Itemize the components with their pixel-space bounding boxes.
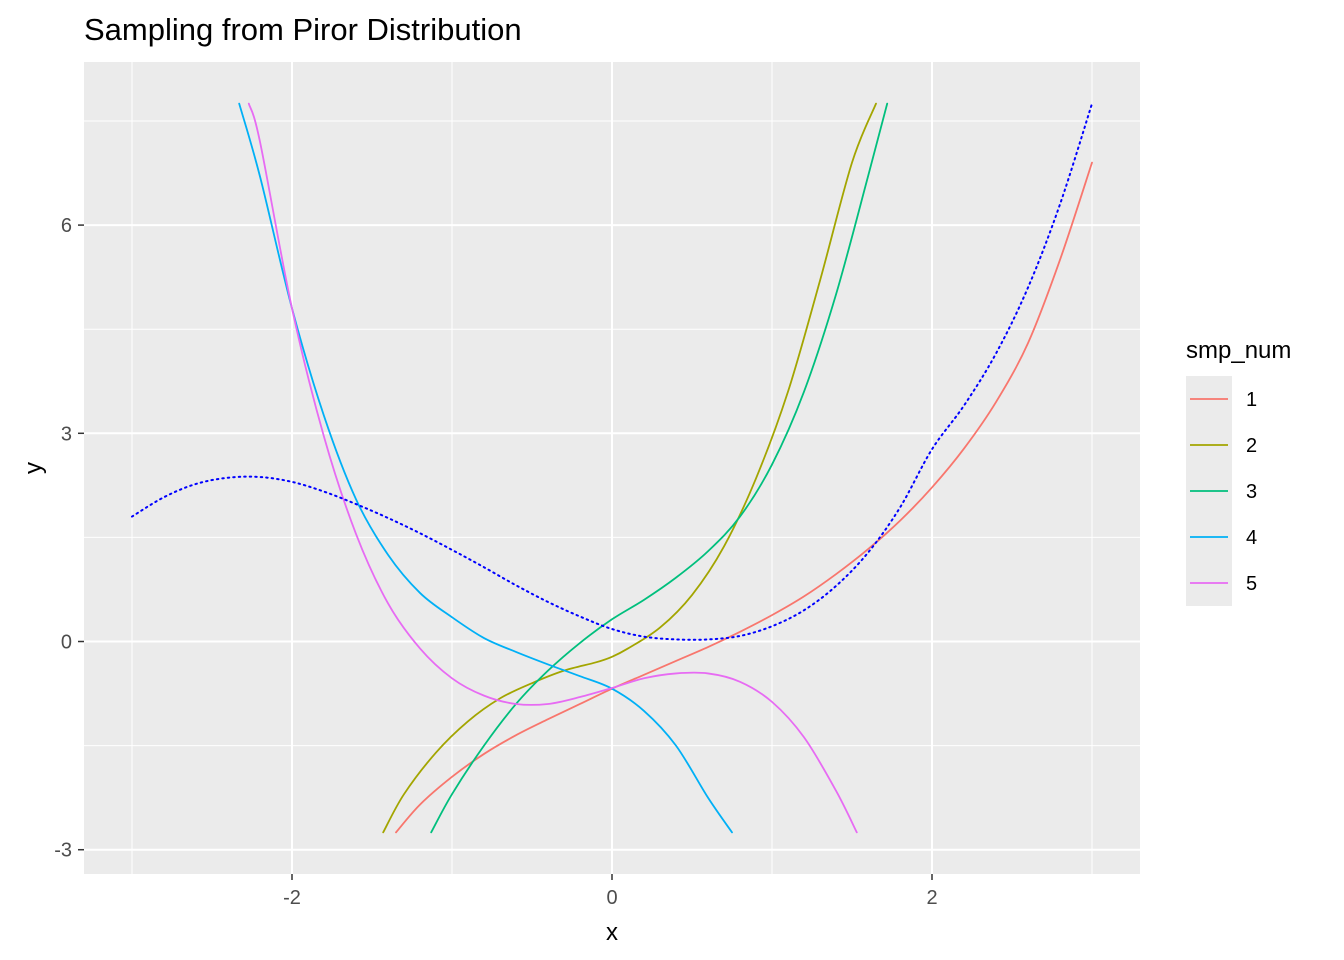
- series-line-4: [238, 102, 733, 834]
- x-tick-label: 0: [606, 887, 617, 909]
- series-line-2: [382, 102, 877, 834]
- y-tick-label: 6: [61, 215, 72, 237]
- legend-items: 1 2 3 4 5: [1190, 389, 1257, 595]
- x-axis: -2 0 2: [283, 874, 938, 909]
- legend-label-5: 5: [1246, 573, 1257, 595]
- grid-lines: [84, 62, 1140, 874]
- y-axis: -3 0 3 6: [54, 215, 84, 862]
- chart-title: Sampling from Piror Distribution: [84, 12, 522, 47]
- series-line-1: [395, 161, 1093, 834]
- y-axis-title: y: [20, 462, 47, 474]
- legend-label-3: 3: [1246, 481, 1257, 503]
- y-tick-label: 3: [61, 423, 72, 445]
- y-tick-label: -3: [54, 840, 72, 862]
- legend-label-1: 1: [1246, 389, 1257, 411]
- y-tick-label: 0: [61, 632, 72, 654]
- x-tick-label: -2: [283, 887, 301, 909]
- series-line-reference: [131, 102, 1093, 641]
- series-layer: [131, 102, 1093, 834]
- x-tick-label: 2: [926, 887, 937, 909]
- legend: smp_num 1 2 3 4 5: [1186, 337, 1291, 606]
- series-line-3: [430, 102, 889, 834]
- legend-title: smp_num: [1186, 337, 1291, 364]
- legend-label-4: 4: [1246, 527, 1257, 549]
- x-axis-title: x: [606, 919, 618, 946]
- legend-label-2: 2: [1246, 435, 1257, 457]
- series-line-5: [247, 102, 858, 834]
